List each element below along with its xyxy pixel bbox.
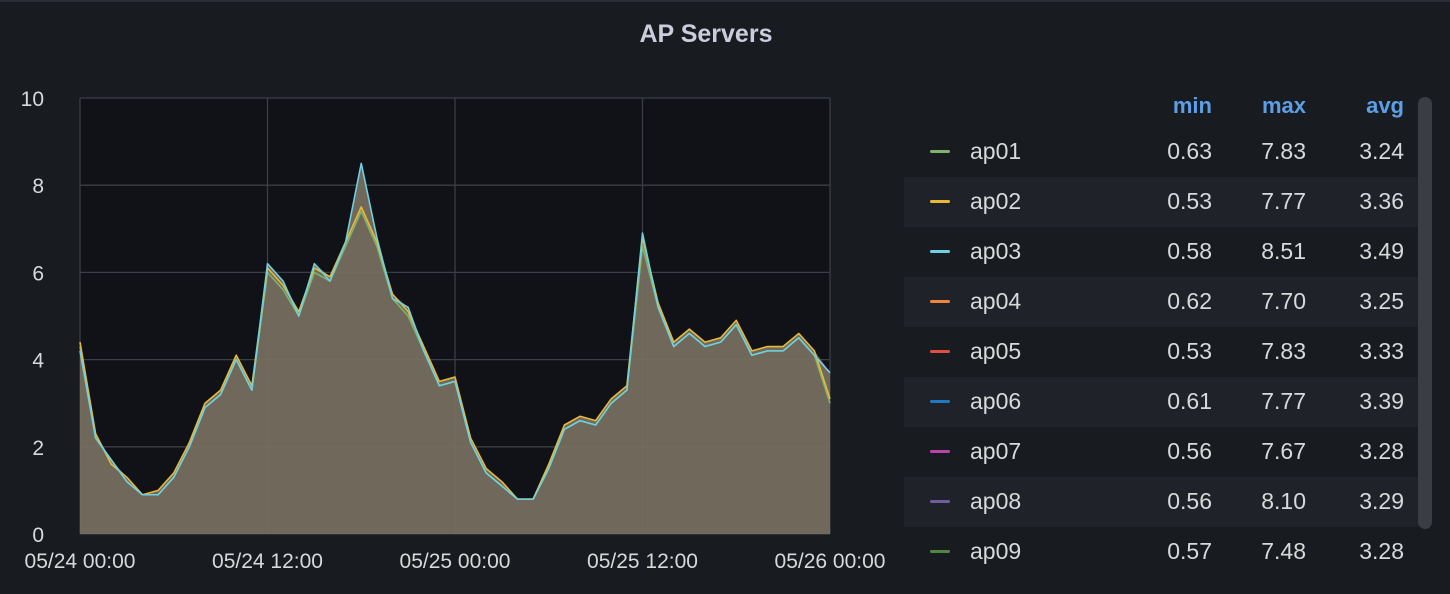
legend-item-ap07[interactable]: ap07 0.56 7.67 3.28 [904, 427, 1424, 477]
series-line-ap03 [79, 162, 831, 500]
legend-header-avg[interactable]: avg [1366, 93, 1404, 118]
y-tick-label: 2 [32, 437, 44, 460]
legend-avg-value: 3.39 [1359, 388, 1404, 414]
legend-series-name[interactable]: ap02 [970, 188, 1022, 214]
legend-avg-value: 3.28 [1359, 438, 1404, 464]
legend-max-value: 7.48 [1261, 538, 1306, 564]
legend-min-value: 0.62 [1167, 288, 1212, 314]
x-tick-label: 05/24 12:00 [212, 550, 323, 572]
legend-series-name[interactable]: ap09 [970, 538, 1022, 564]
series-color-swatch [930, 550, 950, 553]
legend-avg-value: 3.25 [1359, 288, 1404, 314]
legend-min-value: 0.56 [1167, 488, 1212, 514]
legend-series-name[interactable]: ap05 [970, 338, 1022, 364]
x-tick-label: 05/24 00:00 [25, 550, 136, 572]
legend-min-value: 0.63 [1167, 138, 1212, 164]
legend-avg-value: 3.36 [1359, 188, 1404, 214]
legend-item-ap06[interactable]: ap06 0.61 7.77 3.39 [904, 377, 1424, 427]
legend-series-name[interactable]: ap03 [970, 238, 1022, 264]
legend-min-value: 0.53 [1167, 338, 1212, 364]
legend-avg-value: 3.29 [1359, 488, 1404, 514]
legend-header-min[interactable]: min [1172, 93, 1212, 118]
legend-series-name[interactable]: ap08 [970, 488, 1022, 514]
series-color-swatch [930, 350, 950, 353]
series-color-swatch [930, 500, 950, 503]
legend-item-ap08[interactable]: ap08 0.56 8.10 3.29 [904, 477, 1424, 527]
legend-min-value: 0.53 [1167, 188, 1212, 214]
legend-item-ap01[interactable]: ap01 0.63 7.83 3.24 [904, 127, 1424, 177]
legend-header-max[interactable]: max [1261, 93, 1306, 118]
series-color-swatch [930, 300, 950, 303]
legend-max-value: 7.77 [1261, 188, 1306, 214]
x-tick-label: 05/25 12:00 [587, 550, 698, 572]
legend-avg-value: 3.49 [1359, 238, 1404, 264]
legend-item-ap04[interactable]: ap04 0.62 7.70 3.25 [904, 277, 1424, 327]
legend-item-ap03[interactable]: ap03 0.58 8.51 3.49 [904, 227, 1424, 277]
legend-scrollbar[interactable] [1418, 97, 1432, 529]
legend-avg-value: 3.33 [1359, 338, 1404, 364]
legend-header: min max avg [904, 87, 1424, 127]
y-tick-label: 4 [32, 350, 44, 373]
legend-min-value: 0.56 [1167, 438, 1212, 464]
panel-title: AP Servers [639, 20, 773, 48]
legend-series-name[interactable]: ap07 [970, 438, 1022, 464]
legend-min-value: 0.58 [1167, 238, 1212, 264]
series-color-swatch [930, 250, 950, 253]
legend-max-value: 7.77 [1261, 388, 1306, 414]
series-color-swatch [930, 450, 950, 453]
series-color-swatch [930, 150, 950, 153]
series-area-fill [80, 163, 830, 534]
legend-series-name[interactable]: ap06 [970, 388, 1022, 414]
legend-max-value: 7.70 [1261, 288, 1306, 314]
series-color-swatch [930, 200, 950, 203]
legend-max-value: 7.67 [1261, 438, 1306, 464]
legend-min-value: 0.61 [1167, 388, 1212, 414]
legend-item-ap02[interactable]: ap02 0.53 7.77 3.36 [904, 177, 1424, 227]
legend-max-value: 7.83 [1261, 338, 1306, 364]
legend-rows: ap01 0.63 7.83 3.24 ap02 0.53 7.77 3.36 ap03 0.58… [904, 127, 1424, 577]
legend-avg-value: 3.24 [1359, 138, 1404, 164]
x-tick-label: 05/25 00:00 [400, 550, 511, 572]
legend-max-value: 8.51 [1261, 238, 1306, 264]
legend-series-name[interactable]: ap04 [970, 288, 1022, 314]
y-tick-label: 8 [32, 175, 44, 198]
legend-item-ap09[interactable]: ap09 0.57 7.48 3.28 [904, 527, 1424, 577]
series-line-ap02 [79, 206, 831, 500]
legend: min max avg ap01 0.63 7.83 3.24 ap02 0.53 7.77… [904, 87, 1424, 577]
legend-max-value: 8.10 [1261, 488, 1306, 514]
legend-series-name[interactable]: ap01 [970, 138, 1022, 164]
y-tick-label: 10 [21, 88, 44, 111]
chart-area: 0 2 4 6 8 10 05/24 00:00 05/24 12:00 05/25 00:00… [21, 88, 886, 572]
x-tick-label: 05/26 00:00 [775, 550, 886, 572]
series-color-swatch [930, 400, 950, 403]
y-tick-label: 0 [32, 524, 44, 547]
legend-item-ap05[interactable]: ap05 0.53 7.83 3.33 [904, 327, 1424, 377]
legend-max-value: 7.83 [1261, 138, 1306, 164]
legend-avg-value: 3.28 [1359, 538, 1404, 564]
legend-min-value: 0.57 [1167, 538, 1212, 564]
y-tick-label: 6 [32, 262, 44, 285]
